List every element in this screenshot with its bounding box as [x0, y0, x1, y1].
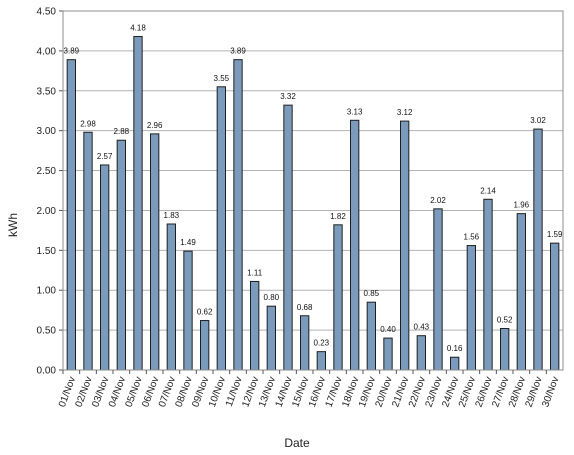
data-label: 3.89: [64, 47, 80, 56]
bar: [166, 223, 177, 371]
bar: [516, 213, 527, 371]
bar: [483, 198, 493, 371]
bar: [350, 119, 360, 371]
data-label: 2.96: [147, 121, 163, 130]
data-label: 0.52: [497, 316, 513, 325]
data-label: 0.85: [364, 289, 380, 298]
bar: [150, 133, 160, 371]
bar: [66, 59, 76, 371]
axes: [59, 10, 564, 374]
bar: [533, 128, 543, 371]
data-label: 3.55: [214, 74, 230, 83]
data-label: 0.43: [414, 323, 430, 332]
data-label: 1.59: [547, 230, 563, 239]
bars: [66, 36, 560, 371]
data-label: 1.82: [330, 212, 346, 221]
y-tick-label: 0.00: [37, 366, 57, 377]
y-tick-label: 3.50: [37, 86, 57, 97]
bar: [500, 328, 510, 371]
bar: [333, 224, 343, 371]
bar: [83, 131, 93, 371]
data-label: 2.88: [114, 127, 130, 136]
y-tick-label: 3.00: [37, 126, 57, 137]
bar: [366, 301, 376, 371]
bar: [116, 139, 126, 371]
data-label: 4.18: [130, 24, 146, 33]
bar: [466, 245, 476, 371]
y-tick-label: 2.00: [37, 206, 57, 217]
bar: [233, 59, 243, 371]
data-label: 2.98: [80, 119, 96, 128]
y-tick-label: 0.50: [37, 326, 57, 337]
y-tick-label: 1.50: [37, 246, 57, 257]
y-tick-label: 1.00: [37, 286, 57, 297]
x-axis-title: Date: [284, 436, 310, 450]
data-label: 0.68: [297, 303, 313, 312]
data-label: 3.13: [347, 107, 363, 116]
data-label: 1.11: [247, 268, 263, 277]
bar: [383, 337, 393, 371]
data-label: 3.12: [397, 108, 413, 117]
data-label: 1.83: [164, 211, 180, 220]
bar: [316, 351, 326, 371]
data-label: 1.96: [514, 201, 530, 210]
y-tick-label: 2.50: [37, 166, 57, 177]
bar: [200, 320, 210, 371]
data-label: 3.89: [230, 47, 246, 56]
bar: [266, 305, 276, 371]
data-label: 2.02: [430, 196, 446, 205]
bar: [133, 36, 143, 371]
bar: [283, 104, 293, 371]
data-label: 1.56: [464, 233, 480, 242]
bar: [216, 86, 227, 371]
bar: [450, 356, 460, 371]
bar: [300, 315, 310, 371]
data-label: 0.80: [264, 293, 280, 302]
bar: [183, 250, 193, 371]
data-label: 2.57: [97, 152, 113, 161]
bar: [416, 335, 426, 371]
bar: [100, 164, 110, 371]
y-tick-labels: 0.00 0.50 1.00 1.50 2.00 2.50 3.00 3.50 4.00 4.50: [37, 7, 57, 377]
data-label: 2.14: [480, 186, 496, 195]
data-label: 3.02: [530, 116, 546, 125]
data-label: 0.23: [314, 339, 330, 348]
data-label: 0.40: [380, 325, 396, 334]
x-tick-labels: 01/Nov02/Nov03/Nov04/Nov05/Nov06/Nov07/N…: [57, 375, 562, 409]
y-tick-label: 4.00: [37, 46, 57, 57]
bar: [400, 120, 410, 371]
data-label: 1.49: [180, 238, 196, 247]
data-labels: 3.89 2.98 2.57 2.88 4.18 2.96 1.83 1.49 0.62 3.55…: [64, 24, 563, 354]
bar: [433, 208, 443, 371]
y-axis-title: kWh: [6, 213, 20, 237]
y-tick-label: 4.50: [37, 7, 57, 18]
bar: [550, 242, 560, 371]
bar: [250, 280, 260, 371]
data-label: 0.16: [447, 344, 463, 353]
data-label: 3.32: [280, 92, 296, 101]
data-label: 0.62: [197, 308, 213, 317]
